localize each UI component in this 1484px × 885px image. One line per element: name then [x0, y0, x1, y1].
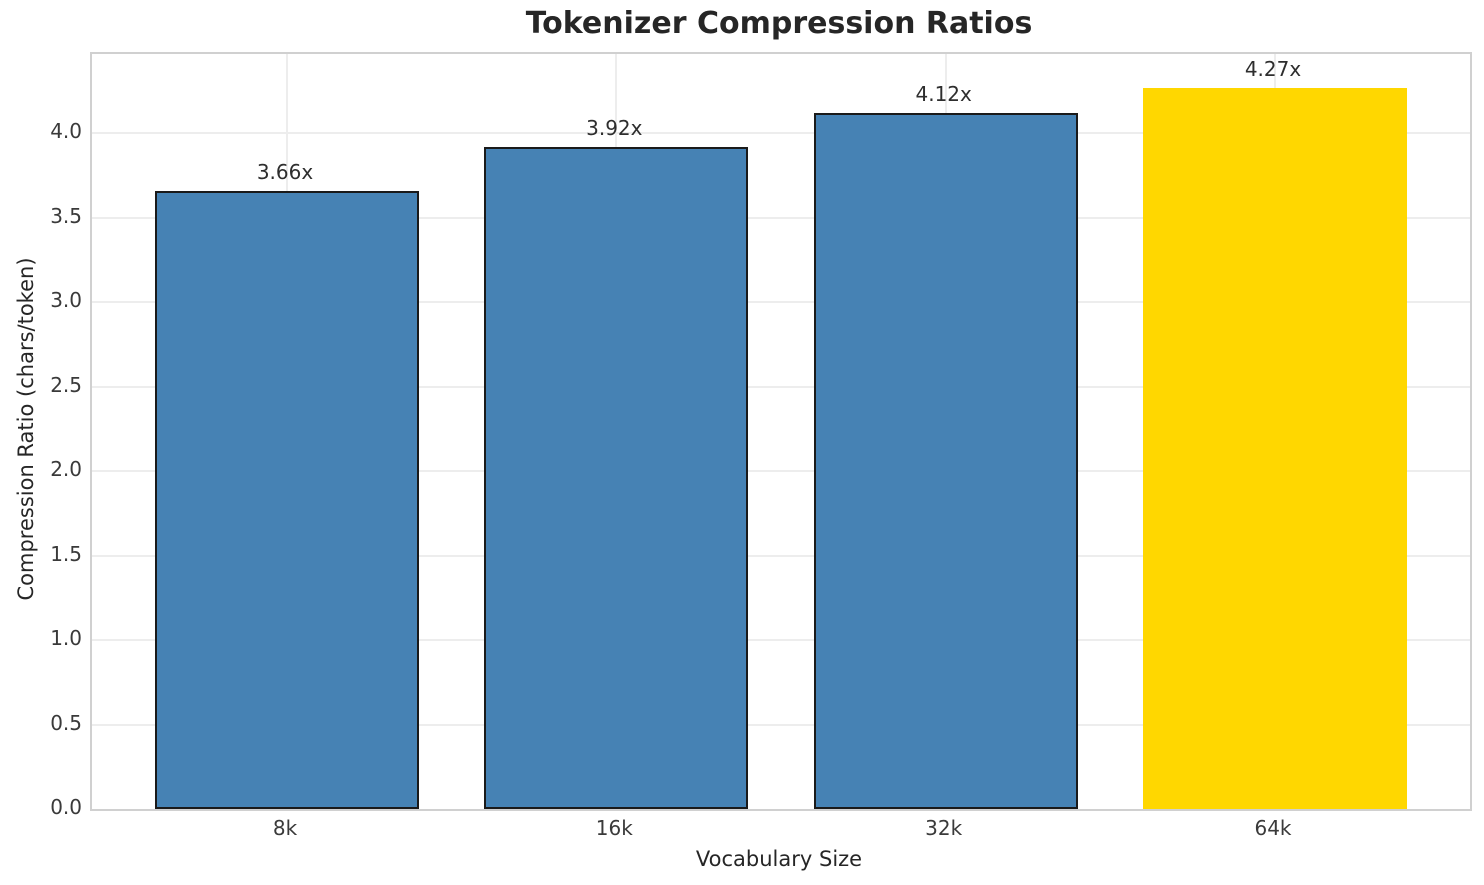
plot-area [90, 52, 1472, 811]
x-axis-label: Vocabulary Size [695, 847, 863, 871]
y-tick-label: 2.5 [50, 372, 82, 397]
bar-value-label: 3.92x [586, 115, 643, 140]
bar-value-label: 4.27x [1244, 56, 1302, 81]
y-tick-label: 2.0 [50, 457, 82, 482]
y-gridline [92, 470, 1470, 473]
bar-value-label: 3.66x [256, 159, 314, 184]
y-gridline [92, 216, 1470, 219]
bar-16k [484, 146, 749, 809]
y-gridline [92, 554, 1470, 557]
x-tick-label: 32k [925, 816, 963, 840]
y-tick-label: 1.0 [50, 626, 82, 651]
y-tick-label: 1.5 [50, 541, 82, 566]
bar-8k [155, 190, 419, 809]
y-tick-label: 0.0 [50, 795, 82, 819]
bar-value-label: 4.12x [915, 82, 972, 107]
y-gridline [92, 301, 1470, 304]
y-tick-label: 4.0 [50, 119, 82, 144]
y-gridline [92, 132, 1470, 135]
y-gridline [92, 385, 1470, 388]
y-tick-label: 3.0 [50, 288, 82, 313]
y-tick-label: 3.5 [50, 203, 82, 228]
x-tick-label: 64k [1254, 816, 1292, 840]
y-tick-label: 0.5 [50, 710, 82, 735]
chart-title: Tokenizer Compression Ratios [525, 6, 1033, 41]
x-tick-label: 8k [272, 816, 298, 840]
bar-64k [1143, 87, 1407, 809]
y-gridline [92, 639, 1470, 642]
y-gridline [92, 723, 1470, 726]
bar-32k [813, 113, 1078, 809]
x-tick-label: 16k [595, 816, 633, 840]
